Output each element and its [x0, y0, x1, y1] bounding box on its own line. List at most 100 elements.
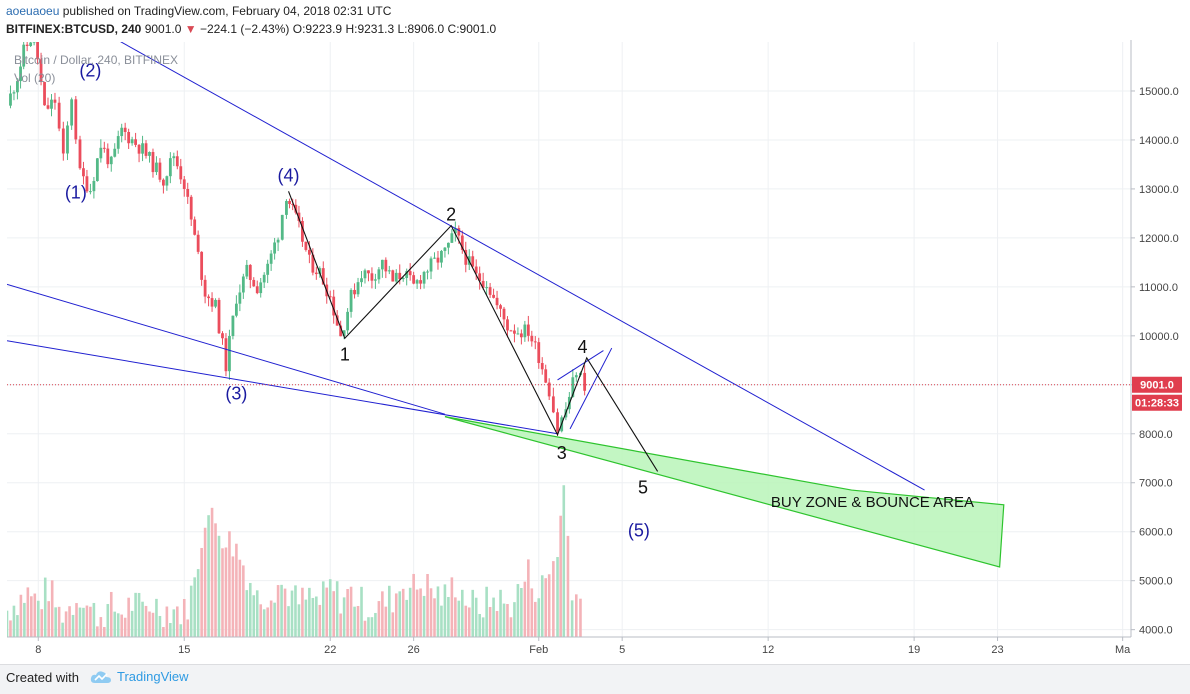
candle-body	[39, 59, 43, 83]
volume-bar	[467, 607, 471, 637]
candle-body	[321, 268, 325, 285]
volume-bar	[19, 594, 23, 637]
symbol-ohlc-line: BITFINEX:BTCUSD, 240 9001.0 ▼ −224.1 (−2…	[6, 22, 496, 36]
volume-bar	[148, 611, 151, 637]
y-tick-label: 13000.0	[1139, 184, 1179, 196]
candle-body	[109, 156, 113, 165]
volume-bar	[103, 627, 106, 637]
candle-body	[440, 250, 443, 263]
volume-bar	[96, 626, 99, 637]
candle-body	[228, 336, 231, 372]
candle-body	[363, 270, 367, 279]
x-tick-label: 15	[178, 644, 190, 656]
candle-body	[46, 105, 50, 109]
volume-bar	[318, 604, 322, 637]
candle-body	[583, 372, 587, 391]
trendline	[120, 42, 925, 491]
candle-body	[280, 214, 284, 240]
candle-body	[288, 201, 291, 204]
created-with-text: Created with	[6, 670, 79, 685]
volume-bar	[134, 592, 137, 637]
x-tick-label: 23	[991, 644, 1003, 656]
candle-body	[234, 303, 238, 316]
volume-bar	[353, 606, 356, 637]
volume-bar	[116, 613, 120, 637]
volume-bar	[321, 581, 325, 637]
volume-bar	[499, 589, 502, 637]
volume-bar	[231, 556, 235, 637]
candle-body	[106, 148, 110, 165]
volume-bar	[238, 559, 242, 637]
candle-body	[398, 272, 402, 280]
y-tick-label: 10000.0	[1139, 331, 1179, 343]
author-link[interactable]: aoeuaoeu	[6, 4, 60, 18]
candle-body	[540, 363, 544, 370]
candle-body	[50, 99, 53, 109]
candle-body	[137, 144, 141, 154]
candle-body	[248, 264, 252, 280]
candle-body	[294, 204, 298, 213]
volume-bar	[398, 591, 402, 637]
volume-bar	[332, 591, 336, 637]
wave-label: 3	[557, 443, 567, 463]
price-change: −224.1 (−2.43%)	[199, 22, 290, 36]
candle-body	[353, 289, 356, 295]
volume-bar	[454, 597, 457, 637]
volume-bar	[123, 617, 127, 637]
volume-bar	[566, 535, 570, 637]
volume-bar	[196, 569, 200, 637]
volume-bar	[502, 603, 506, 637]
candle-body	[99, 147, 103, 159]
candle-body	[533, 341, 537, 343]
volume-bar	[255, 590, 259, 637]
volume-bar	[311, 597, 315, 637]
volume-bar	[394, 593, 398, 637]
volume-bar	[127, 597, 130, 637]
volume-bar	[210, 507, 214, 637]
candle-body	[221, 333, 224, 339]
volume-bar	[151, 612, 155, 637]
candle-body	[387, 270, 391, 272]
candle-body	[301, 220, 304, 242]
volume-bar	[262, 609, 266, 637]
volume-bar	[169, 622, 172, 637]
wave-label: 4	[578, 337, 588, 357]
candle-body	[556, 412, 559, 432]
volume-bar	[186, 619, 190, 637]
wave-label: 1	[340, 344, 350, 364]
candle-body	[513, 330, 516, 334]
volume-bar	[61, 622, 64, 637]
volume-bar	[426, 574, 429, 637]
volume-bar	[488, 607, 492, 637]
trendline	[7, 340, 558, 435]
tradingview-logo[interactable]: TradingView	[90, 669, 189, 684]
volume-bar	[552, 561, 555, 637]
candle-body	[12, 92, 16, 94]
candle-body	[523, 324, 527, 338]
volume-bar	[266, 607, 269, 637]
volume-bar	[356, 605, 360, 637]
wave-labels: (1) (2) (3) (4) (5) 1 2 3 4 5 BUY ZONE & BOUNCE AR…	[65, 60, 974, 540]
candle-body	[193, 219, 197, 235]
volume-bar	[228, 531, 231, 637]
volume-bar	[207, 515, 210, 637]
candle-body	[401, 277, 405, 280]
volume-bar	[92, 602, 96, 637]
candle-body	[78, 139, 82, 169]
candle-body	[162, 179, 165, 186]
x-tick-label: 5	[619, 644, 625, 656]
candle-body	[415, 280, 419, 284]
candle-body	[391, 270, 395, 282]
x-tick-label: 19	[908, 644, 920, 656]
candle-body	[481, 280, 485, 288]
volume-bar	[495, 610, 499, 637]
trendlines	[7, 42, 925, 491]
volume-bar	[113, 611, 117, 637]
volume-bar	[78, 607, 82, 637]
candle-body	[443, 247, 447, 251]
volume-bar	[287, 606, 290, 637]
y-tick-label: 6000.0	[1139, 527, 1173, 539]
candle-body	[384, 259, 388, 272]
volume-bar	[405, 599, 408, 637]
